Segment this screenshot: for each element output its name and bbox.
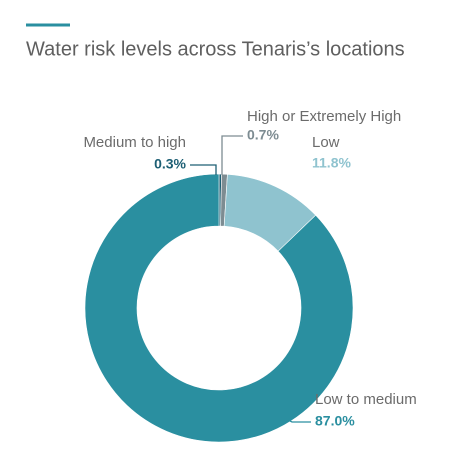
donut-segment	[84, 173, 354, 443]
segment-value-label: 0.7%	[247, 127, 279, 143]
segment-name: Low to medium	[315, 391, 417, 408]
leader-line	[190, 164, 217, 175]
leader-line	[221, 135, 243, 175]
segment-name: Medium to high	[83, 134, 186, 151]
segment-value-label: 0.3%	[154, 156, 186, 172]
segment-name: High or Extremely High	[247, 108, 401, 125]
segment-value-label: 11.8%	[312, 155, 351, 171]
chart-title: Water risk levels across Tenaris’s locat…	[26, 38, 405, 60]
segment-value-label: 87.0%	[315, 413, 355, 429]
leader-line	[267, 409, 311, 423]
segment-name: Low	[312, 134, 340, 151]
